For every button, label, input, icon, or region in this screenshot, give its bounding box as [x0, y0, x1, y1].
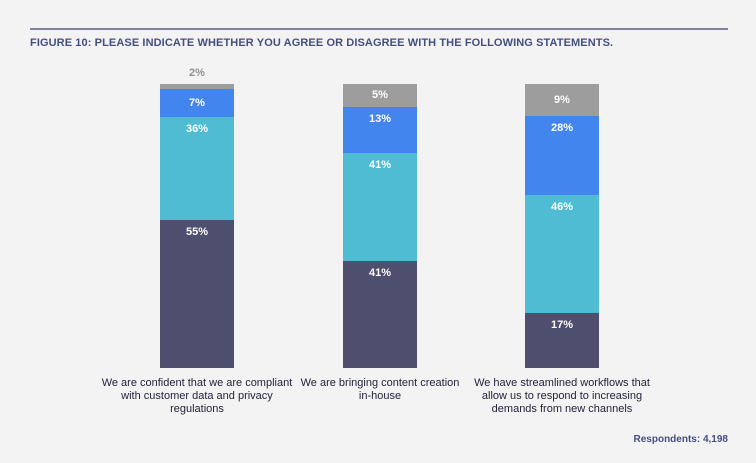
bar-segment-dark-navy: 17% [525, 312, 599, 369]
bar-segment-teal: 46% [525, 194, 599, 313]
bar-column: 7% 36% 55% [160, 84, 234, 368]
segment-value-label: 7% [189, 96, 205, 109]
bar-segment-dark-navy: 41% [343, 260, 417, 368]
respondents-note: Respondents: 4,198 [633, 434, 728, 445]
bar-segment-gray-top: 5% [343, 84, 417, 107]
bar-segment-gray-top [160, 84, 234, 89]
segment-value-label: 28% [550, 121, 574, 134]
bar-segment-gray-top: 9% [525, 84, 599, 116]
category-label: We are confident that we are compliant wi… [101, 377, 293, 415]
segment-value-label: 17% [550, 318, 574, 331]
figure-title: FIGURE 10: PLEASE INDICATE WHETHER YOU A… [30, 37, 614, 49]
category-label: We have streamlined workflows that allow … [474, 377, 650, 415]
title-rule [30, 28, 728, 30]
bar-column: 5% 13% 41% 41% [343, 84, 417, 368]
segment-value-label: 55% [185, 226, 209, 239]
bar-segment-blue: 7% [160, 88, 234, 118]
bar-segment-dark-navy: 55% [160, 220, 234, 368]
segment-value-label-outside: 2% [189, 67, 205, 79]
segment-value-label: 5% [372, 89, 388, 102]
segment-value-label: 36% [185, 123, 209, 136]
bar-column: 9% 28% 46% 17% [525, 84, 599, 369]
segment-value-label: 13% [368, 112, 392, 125]
bar-segment-blue: 28% [525, 115, 599, 195]
segment-value-label: 46% [550, 200, 574, 213]
bar-segment-blue: 13% [343, 106, 417, 154]
category-label: We are bringing content creation in-house [300, 377, 460, 402]
segment-value-label: 41% [368, 266, 392, 279]
segment-value-label: 41% [368, 159, 392, 172]
bar-segment-teal: 41% [343, 153, 417, 261]
segment-value-label: 9% [554, 93, 570, 106]
bar-segment-teal: 36% [160, 117, 234, 221]
